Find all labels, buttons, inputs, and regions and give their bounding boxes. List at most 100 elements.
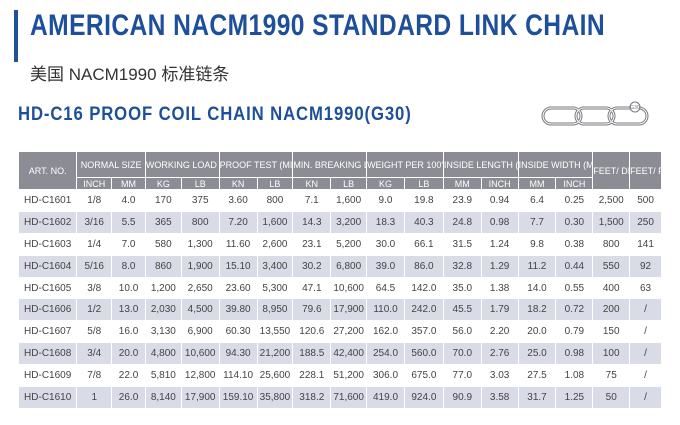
table-cell: 19.8	[403, 189, 444, 212]
table-cell: 1/2	[76, 298, 113, 322]
table-cell: 0.98	[480, 210, 519, 234]
art-no-cell: HD-C1608	[17, 342, 78, 366]
table-cell: 17,900	[330, 298, 368, 322]
table-cell: 0.79	[555, 320, 594, 344]
table-cell: 10.0	[111, 276, 146, 300]
table-cell: 3,130	[144, 320, 182, 344]
table-cell: 4.0	[111, 189, 146, 212]
table-cell: 3,400	[256, 254, 294, 278]
table-cell: 31.7	[517, 386, 557, 409]
table-cell: 14.0	[517, 276, 557, 300]
table-cell: 0.25	[555, 189, 594, 212]
col-header-art-no: ART. NO.	[17, 151, 78, 190]
table-cell: 0.38	[555, 232, 594, 256]
table-cell: 675.0	[403, 364, 444, 388]
table-cell: 18.2	[517, 298, 557, 322]
table-cell: 16.0	[111, 320, 146, 344]
table-cell: 47.1	[292, 276, 332, 300]
unit-header: LB	[330, 177, 368, 190]
table-cell: /	[629, 320, 662, 344]
table-cell: 228.1	[292, 364, 332, 388]
table-cell: 141	[629, 232, 662, 256]
table-cell: 21,200	[256, 342, 294, 366]
table-cell: 75	[592, 364, 631, 388]
table-cell: 32.8	[442, 254, 482, 278]
table-cell: 120.6	[292, 320, 332, 344]
table-cell: 79.6	[292, 298, 332, 322]
unit-header: INCH	[480, 177, 519, 190]
table-cell: 20.0	[517, 320, 557, 344]
table-cell: 2,600	[256, 232, 294, 256]
table-cell: /	[629, 386, 662, 409]
table-cell: 10,600	[330, 276, 368, 300]
table-cell: 3/8	[76, 276, 113, 300]
table-cell: 242.0	[403, 298, 444, 322]
table-cell: 56.0	[442, 320, 482, 344]
table-cell: 14.3	[292, 210, 332, 234]
table-cell: 86.0	[403, 254, 444, 278]
table-cell: /	[629, 364, 662, 388]
table-cell: 70.0	[442, 342, 482, 366]
table-cell: 5,300	[256, 276, 294, 300]
table-row: HD-C1601 1/8 4.0 170 375 3.60 800 7.1 1,600 9.0 19…	[17, 189, 662, 212]
table-cell: 26.0	[111, 386, 146, 409]
table-cell: 13.0	[111, 298, 146, 322]
table-cell: 800	[256, 189, 294, 212]
table-cell: 318.2	[292, 386, 332, 409]
art-no-cell: HD-C1609	[17, 364, 78, 388]
art-no-cell: HD-C1602	[17, 210, 78, 234]
table-cell: 5,810	[144, 364, 182, 388]
col-header-inside-width: INSIDE WIDTH (MIN.)	[517, 151, 594, 178]
table-cell: 250	[629, 210, 662, 234]
table-cell: 162.0	[366, 320, 405, 344]
table-cell: 365	[144, 210, 182, 234]
table-cell: 0.44	[555, 254, 594, 278]
table-cell: 0.98	[555, 342, 594, 366]
table-cell: 800	[180, 210, 220, 234]
table-cell: 200	[592, 298, 631, 322]
unit-header: LB	[256, 177, 294, 190]
table-cell: 66.1	[403, 232, 444, 256]
table-cell: 0.55	[555, 276, 594, 300]
table-row: HD-C1609 7/8 22.0 5,810 12,800 114.10 25,600 22…	[17, 364, 662, 388]
table-cell: 860	[144, 254, 182, 278]
unit-header: KG	[366, 177, 405, 190]
table-cell: 27.5	[517, 364, 557, 388]
col-header-working-load-limit: WORKING LOAD LIMIT	[144, 151, 220, 178]
table-cell: 39.80	[218, 298, 258, 322]
table-row: HD-C1606 1/2 13.0 2,030 4,500 39.80 8,950 79.6 1…	[17, 298, 662, 322]
table-cell: 11.2	[517, 254, 557, 278]
table-cell: 3.03	[480, 364, 519, 388]
table-cell: 1.79	[480, 298, 519, 322]
table-cell: 3/4	[76, 342, 113, 366]
table-cell: 4,500	[180, 298, 220, 322]
art-no-cell: HD-C1604	[17, 254, 78, 278]
table-cell: 1/4	[76, 232, 113, 256]
table-cell: 400	[592, 276, 631, 300]
unit-header: INCH	[555, 177, 594, 190]
table-cell: 30.2	[292, 254, 332, 278]
col-header-feet-drum: FEET/ DRUM	[592, 151, 631, 190]
table-cell: 1.29	[480, 254, 519, 278]
table-cell: 2,650	[180, 276, 220, 300]
table-cell: 18.3	[366, 210, 405, 234]
table-cell: 1/8	[76, 189, 113, 212]
col-header-min-breaking-load: MIN. BREAKING LOAD	[292, 151, 368, 178]
table-cell: 77.0	[442, 364, 482, 388]
table-cell: 50	[592, 386, 631, 409]
table-cell: 25.0	[517, 342, 557, 366]
chain-links-icon: G30	[541, 101, 649, 126]
table-cell: 419.0	[366, 386, 405, 409]
table-cell: 22.0	[111, 364, 146, 388]
table-cell: 24.8	[442, 210, 482, 234]
table-cell: 5/8	[76, 320, 113, 344]
table-row: HD-C1602 3/16 5.5 365 800 7.20 1,600 14.3 3,200 1…	[17, 210, 662, 234]
table-cell: 2.20	[480, 320, 519, 344]
table-cell: 114.10	[218, 364, 258, 388]
table-cell: 23.9	[442, 189, 482, 212]
table-cell: 3,200	[330, 210, 368, 234]
table-row: HD-C1603 1/4 7.0 580 1,300 11.60 2,600 23.1 5,20…	[17, 232, 662, 256]
table-cell: 40.3	[403, 210, 444, 234]
table-cell: 306.0	[366, 364, 405, 388]
table-cell: 159.10	[218, 386, 258, 409]
